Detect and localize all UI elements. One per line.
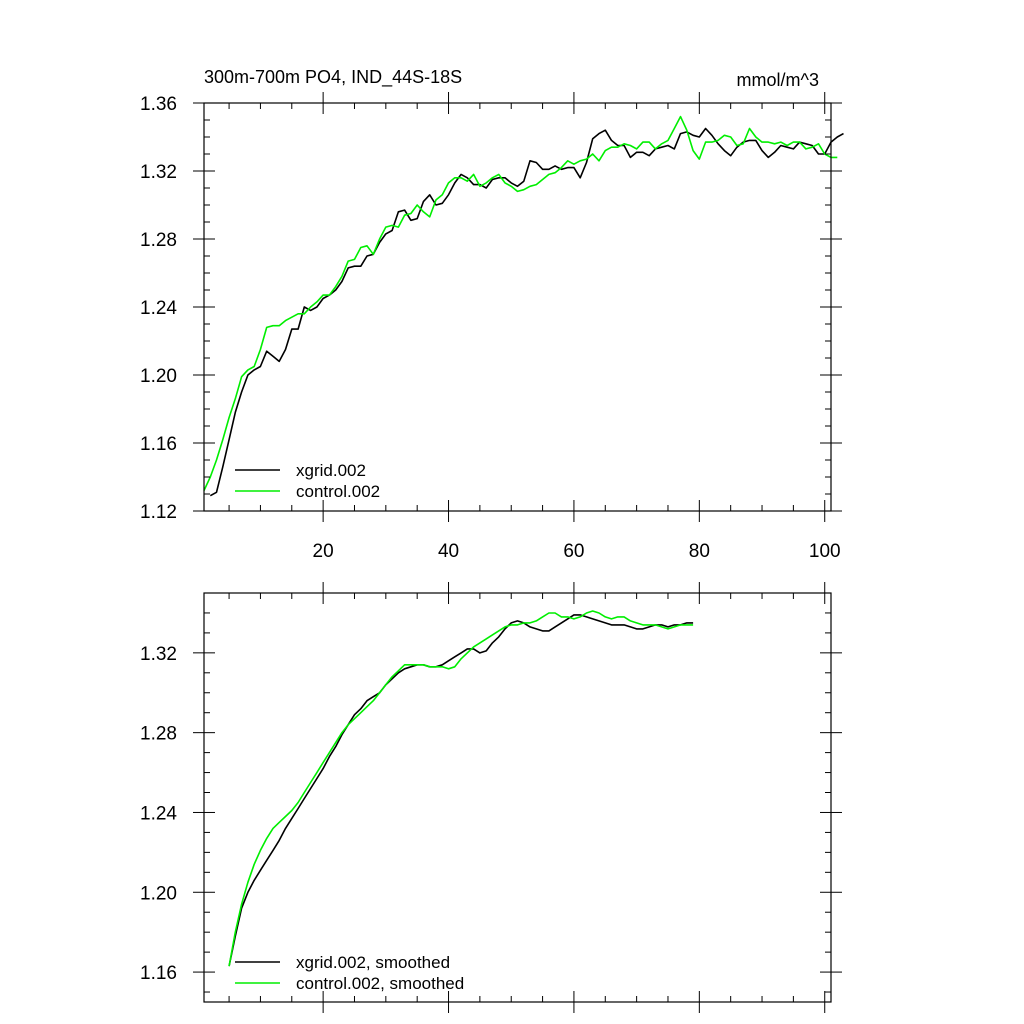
bottom-chart-panel: 1.16 1.20 1.24 1.28 1.32 xgrid.002, smoothed… (140, 582, 842, 1013)
y-tick-label: 1.32 (140, 644, 177, 665)
top-chart-marks: 20 40 60 80 100 1.12 1.16 1.20 1.24 1.28 1.32 1.36 (140, 92, 844, 562)
y-tick-label: 1.36 (140, 94, 177, 115)
y-tick-label: 1.28 (140, 230, 177, 251)
top-legend: xgrid.002 control.002 (235, 461, 380, 501)
legend-label-control: control.002 (296, 482, 380, 501)
series-line-control (228, 610, 694, 967)
y-tick-label: 1.16 (140, 963, 177, 984)
x-tick-label: 80 (689, 541, 710, 562)
y-tick-label: 1.16 (140, 434, 177, 455)
y-tick-label: 1.20 (140, 883, 177, 904)
bottom-plot-frame (203, 592, 832, 1003)
x-tick-label: 100 (809, 541, 841, 562)
y-tick-label: 1.24 (140, 803, 177, 824)
series-line-xgrid (228, 614, 694, 967)
x-tick-label: 20 (313, 541, 334, 562)
y-tick-label: 1.24 (140, 298, 177, 319)
units-label: mmol/m^3 (737, 70, 819, 90)
chart-title: 300m-700m PO4, IND_44S-18S (204, 67, 462, 88)
top-plot-frame (203, 102, 832, 512)
bottom-chart-marks: 1.16 1.20 1.24 1.28 1.32 (140, 582, 842, 1013)
x-tick-label: 60 (563, 541, 584, 562)
y-tick-label: 1.32 (140, 162, 177, 183)
series-line-xgrid (209, 127, 844, 497)
legend-label-xgrid-smoothed: xgrid.002, smoothed (296, 953, 450, 972)
x-tick-label: 40 (438, 541, 459, 562)
top-chart-panel: 300m-700m PO4, IND_44S-18S mmol/m^3 20 40… (140, 67, 844, 562)
legend-label-control-smoothed: control.002, smoothed (296, 974, 464, 993)
series-line-control (203, 115, 838, 491)
y-tick-label: 1.20 (140, 366, 177, 387)
legend-label-xgrid: xgrid.002 (296, 461, 366, 480)
y-tick-label: 1.28 (140, 724, 177, 745)
bottom-legend: xgrid.002, smoothed control.002, smoothe… (235, 953, 464, 993)
y-tick-label: 1.12 (140, 502, 177, 523)
